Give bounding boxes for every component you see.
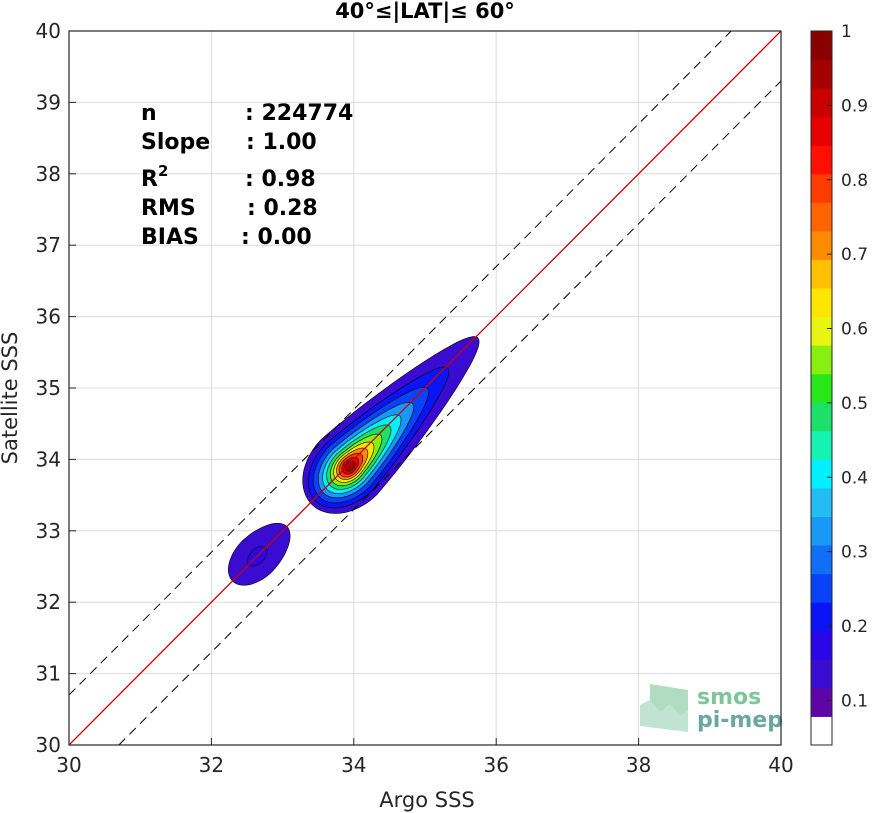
density-contour	[344, 460, 356, 472]
colorbar-frame	[810, 30, 833, 746]
colorbar-segment	[811, 88, 832, 118]
y-tick-label: 32	[36, 590, 61, 614]
x-tick-label: 40	[768, 753, 793, 777]
colorbar-segment	[811, 602, 832, 632]
stat-label: Slope	[141, 130, 210, 155]
colorbar-tick-label: 1	[841, 22, 852, 42]
x-tick-label: 30	[56, 753, 81, 777]
y-ticks: 30 31 32 33 34 35 36 37 38 39 40	[36, 19, 76, 757]
plot-frame	[68, 30, 782, 746]
stat-label: RMS	[141, 196, 196, 221]
colorbar-segment	[811, 373, 832, 403]
logo-line1: smos	[697, 685, 761, 710]
colorbar-segment	[811, 288, 832, 318]
stat-label: n	[141, 101, 157, 126]
stat-label: BIAS	[141, 225, 199, 250]
x-tick-label: 32	[199, 753, 224, 777]
colorbar-segment	[811, 459, 832, 489]
x-axis-label: Argo SSS	[379, 788, 474, 812]
colorbar-segment	[811, 116, 832, 146]
y-tick-label: 40	[36, 19, 61, 43]
colorbar-segment	[811, 630, 832, 660]
colorbar-tick-label: 0.8	[841, 171, 868, 191]
colorbar-segment	[811, 345, 832, 375]
y-tick-label: 37	[36, 233, 61, 257]
colorbar-tick-label: 0.2	[841, 617, 868, 637]
colorbar-segment	[811, 659, 832, 689]
reference-lines	[69, 31, 781, 745]
stats-box: n : 224774 Slope : 1.00 R2 : 0.98 RMS : 0.28 BIA…	[141, 101, 353, 250]
density-contours	[227, 336, 480, 586]
colorbar-tick-label: 0.6	[841, 320, 868, 340]
x-tick-label: 38	[626, 753, 651, 777]
colorbar-segment	[811, 430, 832, 460]
x-tick-label: 36	[483, 753, 508, 777]
colorbar-segment	[811, 316, 832, 346]
colorbar: 0.1 0.2 0.3 0.4 0.5 0.6 0.7 0.8 0.9 1	[810, 22, 868, 746]
lower-bound-line	[118, 80, 781, 745]
colorbar-segment	[811, 230, 832, 260]
one-to-one-line	[69, 31, 781, 745]
colorbar-segment	[811, 487, 832, 518]
stat-value: : 0.28	[247, 196, 318, 221]
x-ticks: 30 32 34 36 38 40	[56, 738, 794, 777]
logo-icon	[640, 684, 688, 732]
y-tick-label: 34	[36, 447, 61, 471]
colorbar-segment	[811, 202, 832, 232]
colorbar-tick-label: 0.7	[841, 245, 868, 265]
x-tick-label: 34	[341, 753, 366, 777]
chart-title: 40°≤|LAT|≤ 60°	[335, 0, 515, 24]
colorbar-tick-label: 0.1	[841, 691, 868, 711]
colorbar-segment	[811, 545, 832, 575]
colorbar-tick-label: 0.5	[841, 394, 868, 414]
y-tick-label: 39	[36, 90, 61, 114]
colorbar-segment	[811, 31, 832, 61]
colorbar-segment	[811, 687, 832, 717]
y-axis-label: Satellite SSS	[0, 332, 22, 465]
y-tick-label: 36	[36, 305, 61, 329]
y-tick-label: 38	[36, 162, 61, 186]
logo-line2: pi-mep	[697, 708, 783, 733]
colorbar-tick-label: 0.4	[841, 468, 868, 488]
colorbar-segment	[811, 716, 832, 746]
colorbar-tick-label: 0.9	[841, 96, 868, 116]
stat-value: : 0.00	[241, 225, 312, 250]
colorbar-segment	[811, 573, 832, 603]
colorbar-segment	[811, 259, 832, 289]
colorbar-segment	[811, 145, 832, 175]
smos-logo: smos pi-mep	[640, 684, 783, 733]
y-tick-label: 33	[36, 519, 61, 543]
y-tick-label: 35	[36, 376, 61, 400]
colorbar-segment	[811, 59, 832, 89]
colorbar-segment	[811, 516, 832, 546]
colorbar-segment	[811, 402, 832, 432]
upper-bound-line	[69, 31, 732, 696]
y-tick-label: 30	[36, 733, 61, 757]
stat-value: : 224774	[245, 101, 353, 126]
colorbar-segment	[811, 173, 832, 203]
stat-label: R2	[141, 162, 168, 192]
stat-value: : 1.00	[246, 130, 317, 155]
stat-value: : 0.98	[245, 167, 316, 192]
y-tick-label: 31	[36, 662, 61, 686]
colorbar-tick-label: 0.3	[841, 543, 868, 563]
